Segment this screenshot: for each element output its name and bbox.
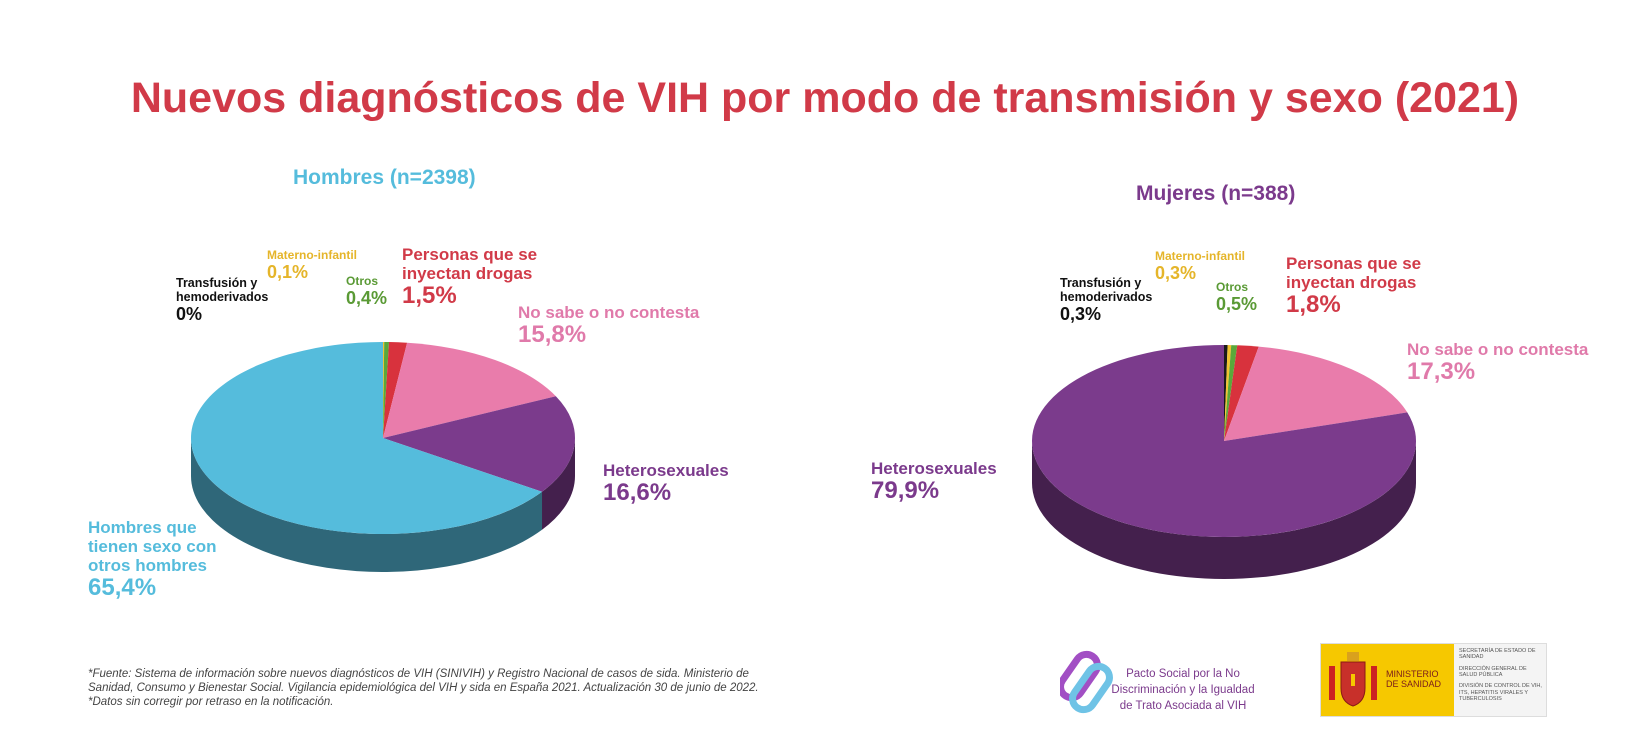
slice-label-pct-1-0: 0,3% xyxy=(1060,304,1102,324)
slice-label-0-0: Transfusión y hemoderivados 0% xyxy=(176,276,268,324)
slice-label-0-2: Otros 0,4% xyxy=(346,274,388,309)
ministerio-departments: SECRETARÍA DE ESTADO DE SANIDAD DIRECCIÓ… xyxy=(1459,648,1543,707)
ministerio-name: MINISTERIO DE SANIDAD xyxy=(1386,669,1441,690)
slice-label-1-0: Transfusión y hemoderivados 0,3% xyxy=(1060,276,1152,324)
pie-0-side-6 xyxy=(191,438,543,572)
slice-label-pct-0-0: 0% xyxy=(176,304,203,324)
slice-label-0-1: Materno-infantil 0,1% xyxy=(267,248,357,283)
slice-label-1-1: Materno-infantil 0,3% xyxy=(1155,249,1245,284)
slice-label-0-3: Personas que se inyectan drogas 1,5% xyxy=(402,245,537,310)
slice-label-name-1-0-1: hemoderivados xyxy=(1060,290,1153,304)
slice-label-pct-1-2: 0,5% xyxy=(1216,294,1258,315)
slice-label-pct-0-6: 65,4% xyxy=(88,574,157,602)
slice-label-name-1-5-0: Heterosexuales xyxy=(871,459,997,478)
pie-1-side-5 xyxy=(1032,441,1416,579)
pie-0-slice-2 xyxy=(383,342,390,438)
pie-0-side-5 xyxy=(542,438,576,530)
pie-0-slice-4 xyxy=(383,342,556,438)
slice-label-name-1-4-0: No sabe o no contesta xyxy=(1407,340,1589,359)
slice-label-name-1-3-0: Personas que se xyxy=(1286,254,1422,273)
pie-1-slice-5 xyxy=(1031,345,1416,537)
slice-label-name-0-0-1: hemoderivados xyxy=(176,290,269,304)
footnote: *Fuente: Sistema de información sobre nu… xyxy=(88,667,848,709)
chart-title-hombres: Hombres (n=2398) xyxy=(293,166,476,189)
slice-label-1-2: Otros 0,5% xyxy=(1216,280,1258,315)
slice-label-pct-1-4: 17,3% xyxy=(1407,358,1476,386)
slice-label-0-5: Heterosexuales 16,6% xyxy=(603,461,729,507)
pacto-social-text: Pacto Social por la No Discriminación y … xyxy=(1108,666,1258,714)
pie-0-slice-6 xyxy=(191,342,543,534)
pie-0-slice-1 xyxy=(383,342,385,438)
slice-label-0-4: No sabe o no contesta 15,8% xyxy=(518,303,699,349)
ministerio-dept-3: DIVISIÓN DE CONTROL DE VIH, ITS, HEPATIT… xyxy=(1459,683,1542,702)
slice-label-1-3: Personas que se inyectan drogas 1,8% xyxy=(1286,254,1421,319)
pie-1-slice-0 xyxy=(1224,345,1228,441)
pie-1-slice-1 xyxy=(1224,345,1232,441)
pie-0-slice-3 xyxy=(383,342,408,438)
slice-label-name-1-2-0: Otros xyxy=(1216,280,1249,294)
pacto-line-3: de Trato Asociada al VIH xyxy=(1119,700,1247,713)
slice-label-name-0-3-1: inyectan drogas xyxy=(402,264,533,284)
slice-label-name-0-6-2: otros hombres xyxy=(88,556,208,576)
slice-label-pct-0-2: 0,4% xyxy=(346,288,388,309)
slice-label-0-6: Hombres que tienen sexo con otros hombres 6… xyxy=(88,518,216,602)
slice-label-pct-1-3: 1,8% xyxy=(1286,291,1341,319)
footnote-line-3: *Datos sin corregir por retraso en la no… xyxy=(88,696,334,709)
ministerio-dept-1: SECRETARÍA DE ESTADO DE SANIDAD xyxy=(1459,648,1536,661)
slice-label-name-0-4-0: No sabe o no contesta xyxy=(518,303,700,322)
footnote-line-2: Sanidad, Consumo y Bienestar Social. Vig… xyxy=(88,682,759,695)
pacto-line-1: Pacto Social por la No xyxy=(1126,668,1240,680)
ministerio-logo: MINISTERIO DE SANIDAD SECRETARÍA DE ESTA… xyxy=(1320,643,1547,717)
coat-of-arms-icon xyxy=(1329,652,1377,707)
ministerio-banner: MINISTERIO DE SANIDAD xyxy=(1321,644,1454,716)
slice-label-name-0-3-0: Personas que se xyxy=(402,245,538,264)
slice-label-pct-0-4: 15,8% xyxy=(518,321,587,349)
slice-label-pct-1-5: 79,9% xyxy=(871,477,940,505)
pie-1-group xyxy=(1031,345,1416,579)
chart-title-mujeres: Mujeres (n=388) xyxy=(1136,182,1296,205)
footnote-line-1: *Fuente: Sistema de información sobre nu… xyxy=(88,668,749,680)
slice-label-name-1-0-0: Transfusión y xyxy=(1060,276,1142,290)
ministerio-name-line-1: MINISTERIO xyxy=(1386,669,1439,679)
pacto-line-2: Discriminación y la Igualdad xyxy=(1111,684,1255,697)
pie-1-slice-3 xyxy=(1224,345,1259,441)
slice-label-name-0-6-1: tienen sexo con xyxy=(88,537,217,557)
pie-1-slice-4 xyxy=(1224,346,1408,441)
pie-0-group xyxy=(191,342,576,572)
ministerio-dept-2: DIRECCIÓN GENERAL DE SALUD PÚBLICA xyxy=(1459,665,1527,678)
pacto-social-logo-icon xyxy=(1060,650,1113,714)
slice-label-1-5: Heterosexuales 79,9% xyxy=(871,459,997,505)
pie-0-slice-5 xyxy=(383,396,575,492)
slice-label-name-1-1-0: Materno-infantil xyxy=(1155,249,1245,263)
slice-label-pct-0-1: 0,1% xyxy=(267,262,309,283)
slice-label-name-0-0-0: Transfusión y xyxy=(176,276,258,290)
slice-label-name-0-5-0: Heterosexuales xyxy=(603,461,729,480)
slice-label-name-1-3-1: inyectan drogas xyxy=(1286,273,1417,293)
slice-label-pct-0-5: 16,6% xyxy=(603,479,672,507)
ministerio-name-line-2: DE SANIDAD xyxy=(1386,679,1442,690)
page-title: Nuevos diagnósticos de VIH por modo de t… xyxy=(130,74,1520,122)
slice-label-name-0-6-0: Hombres que xyxy=(88,518,197,537)
pie-1-slice-2 xyxy=(1224,345,1238,441)
slice-label-1-4: No sabe o no contesta 17,3% xyxy=(1407,340,1588,386)
slice-label-pct-1-1: 0,3% xyxy=(1155,263,1197,284)
slice-label-name-0-1-0: Materno-infantil xyxy=(267,248,357,262)
slice-label-name-0-2-0: Otros xyxy=(346,274,379,288)
slice-label-pct-0-3: 1,5% xyxy=(402,282,457,310)
